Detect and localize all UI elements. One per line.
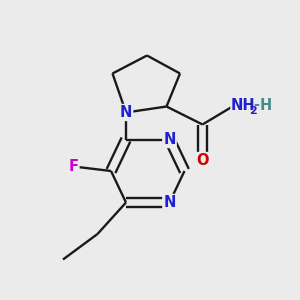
- Text: N: N: [163, 195, 176, 210]
- Text: N: N: [120, 105, 132, 120]
- Text: N: N: [163, 132, 176, 147]
- Text: 2: 2: [249, 106, 256, 116]
- Text: O: O: [196, 153, 209, 168]
- Text: H: H: [260, 98, 272, 112]
- Text: F: F: [68, 159, 79, 174]
- Text: -: -: [253, 98, 259, 112]
- Text: NH: NH: [231, 98, 256, 112]
